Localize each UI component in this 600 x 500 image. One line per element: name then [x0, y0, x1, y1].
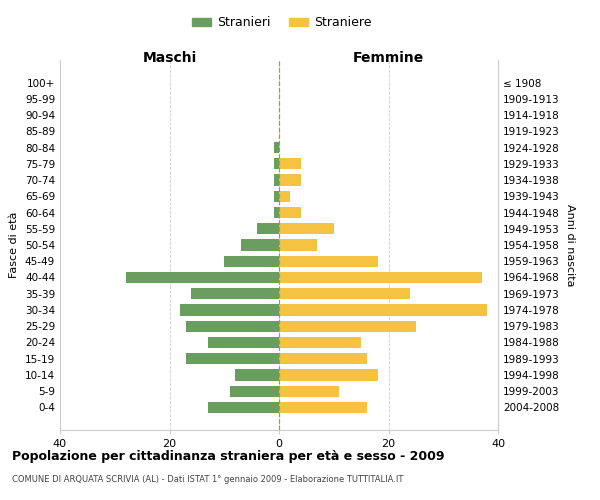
- Bar: [208, 402, 279, 413]
- Bar: [186, 353, 279, 364]
- Bar: [279, 370, 377, 380]
- Bar: [279, 158, 301, 170]
- Bar: [230, 386, 279, 397]
- Bar: [191, 288, 279, 300]
- Bar: [279, 174, 301, 186]
- Text: COMUNE DI ARQUATA SCRIVIA (AL) - Dati ISTAT 1° gennaio 2009 - Elaborazione TUTTI: COMUNE DI ARQUATA SCRIVIA (AL) - Dati IS…: [12, 475, 403, 484]
- Bar: [125, 272, 279, 283]
- Bar: [279, 207, 301, 218]
- Bar: [279, 256, 377, 267]
- Bar: [279, 386, 339, 397]
- Bar: [279, 272, 482, 283]
- Bar: [274, 207, 279, 218]
- Bar: [279, 337, 361, 348]
- Bar: [279, 223, 334, 234]
- Bar: [241, 240, 279, 250]
- Text: Popolazione per cittadinanza straniera per età e sesso - 2009: Popolazione per cittadinanza straniera p…: [12, 450, 445, 463]
- Y-axis label: Anni di nascita: Anni di nascita: [565, 204, 575, 286]
- Bar: [257, 223, 279, 234]
- Bar: [224, 256, 279, 267]
- Text: Femmine: Femmine: [353, 50, 424, 64]
- Bar: [279, 353, 367, 364]
- Text: Maschi: Maschi: [142, 50, 197, 64]
- Bar: [274, 142, 279, 153]
- Bar: [279, 320, 416, 332]
- Bar: [279, 190, 290, 202]
- Bar: [186, 320, 279, 332]
- Bar: [274, 190, 279, 202]
- Bar: [208, 337, 279, 348]
- Bar: [274, 158, 279, 170]
- Bar: [279, 402, 367, 413]
- Bar: [279, 288, 410, 300]
- Bar: [279, 304, 487, 316]
- Bar: [235, 370, 279, 380]
- Bar: [279, 240, 317, 250]
- Bar: [181, 304, 279, 316]
- Y-axis label: Fasce di età: Fasce di età: [10, 212, 19, 278]
- Bar: [274, 174, 279, 186]
- Legend: Stranieri, Straniere: Stranieri, Straniere: [187, 11, 377, 34]
